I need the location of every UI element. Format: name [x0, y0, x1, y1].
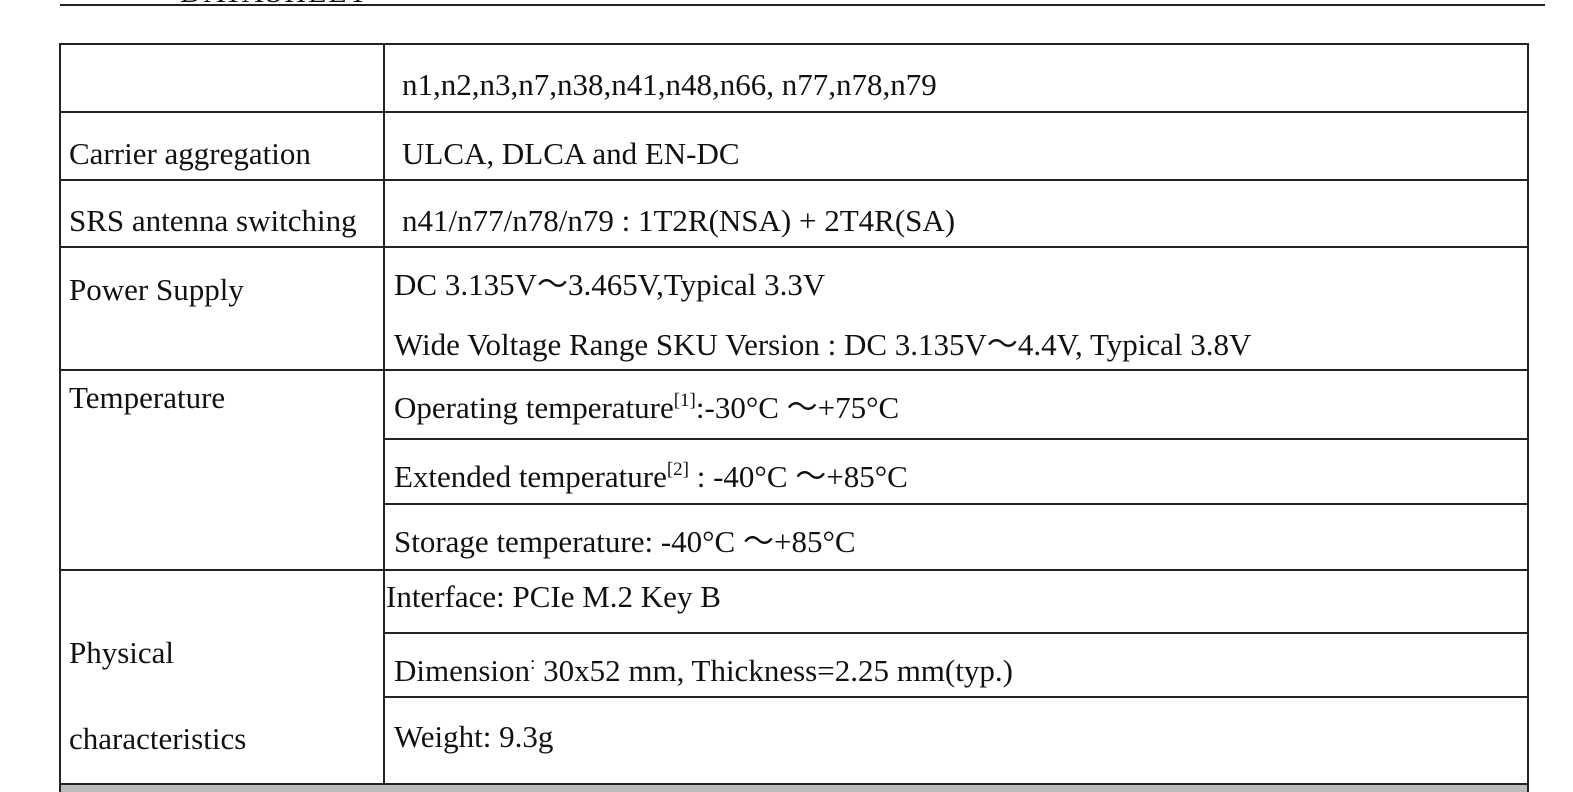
border [384, 503, 1528, 505]
row-label: Physical [69, 635, 175, 670]
header-title: DATASHEET [180, 0, 369, 8]
row-label: characteristics [69, 721, 247, 756]
border [384, 438, 1528, 440]
border [60, 369, 1528, 371]
row-label: Power Supply [69, 272, 244, 307]
cell: Weight: 9.3g [394, 719, 554, 754]
cell: Operating temperature[1]:-30°C ～+75°C [394, 391, 899, 423]
cell: Wide Voltage Range SKU Version : DC 3.13… [394, 327, 1252, 362]
cell: Extended temperature[2] : -40°C ～+85°C [394, 460, 908, 492]
border [60, 111, 1528, 113]
cell-text: Operating temperature [394, 390, 674, 425]
border [60, 43, 1528, 45]
cell-text: 30x52 mm, Thickness=2.25 mm(typ.) [535, 653, 1013, 688]
row-label: Temperature [69, 380, 226, 415]
cell: n1,n2,n3,n7,n38,n41,n48,n66, n77,n78,n79 [402, 67, 937, 102]
cell: n41/n77/n78/n79 : 1T2R(NSA) + 2T4R(SA) [402, 203, 956, 238]
footnote-ref: [1] [673, 390, 696, 411]
border [60, 179, 1528, 181]
cell-text: : -40°C ～+85°C [689, 459, 908, 494]
border [60, 569, 1528, 571]
border [60, 246, 1528, 248]
border [384, 696, 1528, 698]
row-label: Carrier aggregation [69, 136, 311, 171]
superscript: : [530, 653, 536, 674]
cell-text: Dimension [394, 653, 531, 688]
border [383, 43, 385, 785]
border [60, 783, 1528, 785]
row-label: SRS antenna switching [69, 203, 357, 238]
footnote-ref: [2] [666, 459, 689, 480]
cell-text: Extended temperature [394, 459, 667, 494]
border [1527, 43, 1529, 792]
header-rule [60, 4, 1545, 6]
cell: Interface: PCIe M.2 Key B [386, 579, 721, 614]
border [59, 43, 61, 792]
border [384, 632, 1528, 634]
cell-text: :-30°C ～+75°C [695, 390, 900, 425]
cell: Storage temperature: -40°C ～+85°C [394, 524, 856, 559]
cell: ULCA, DLCA and EN-DC [402, 136, 740, 171]
cell: Dimension: 30x52 mm, Thickness=2.25 mm(t… [394, 654, 1013, 686]
cell: DC 3.135V～3.465V,Typical 3.3V [394, 267, 826, 302]
footer-band [61, 785, 1527, 792]
